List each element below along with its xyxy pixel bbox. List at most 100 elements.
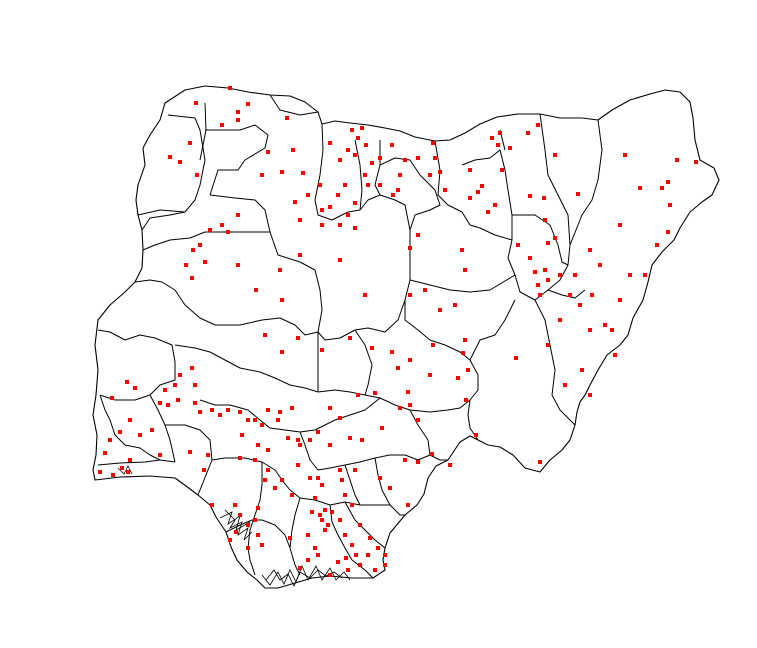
location-marker [431, 343, 435, 347]
location-marker [320, 223, 324, 227]
location-marker [486, 210, 490, 214]
location-marker [238, 513, 242, 517]
location-marker [463, 338, 467, 342]
location-marker [253, 458, 257, 462]
location-marker [266, 408, 270, 412]
location-marker [256, 443, 260, 447]
location-marker [416, 418, 420, 422]
location-marker [546, 241, 550, 245]
location-marker [343, 533, 347, 537]
location-marker [346, 568, 350, 572]
location-marker [431, 141, 435, 145]
location-marker [588, 328, 592, 332]
location-marker [266, 468, 270, 472]
location-marker [363, 173, 367, 177]
location-marker [373, 568, 377, 572]
location-marker [363, 293, 367, 297]
location-marker [543, 218, 547, 222]
location-marker [158, 453, 162, 457]
location-marker [198, 243, 202, 247]
location-marker [553, 153, 557, 157]
location-marker [430, 452, 434, 456]
location-marker [353, 226, 357, 230]
location-marker [496, 143, 500, 147]
location-marker [118, 430, 122, 434]
location-marker [390, 143, 394, 147]
location-marker [356, 393, 360, 397]
location-marker [396, 188, 400, 192]
location-marker [360, 438, 364, 442]
location-marker [655, 243, 659, 247]
location-marker [220, 223, 224, 227]
location-marker [660, 186, 664, 190]
location-marker [320, 348, 324, 352]
location-marker [360, 126, 364, 130]
location-marker [253, 518, 257, 522]
location-marker [390, 350, 394, 354]
location-marker [344, 556, 348, 560]
location-marker [343, 183, 347, 187]
location-marker [263, 333, 267, 337]
location-marker [408, 246, 412, 250]
location-marker [194, 101, 198, 105]
location-marker [403, 458, 407, 462]
location-marker [590, 293, 594, 297]
location-marker [290, 406, 294, 410]
location-marker [330, 510, 334, 514]
location-marker [298, 218, 302, 222]
location-marker [668, 203, 672, 207]
location-marker [246, 418, 250, 422]
location-marker [193, 383, 197, 387]
location-marker [416, 233, 420, 237]
location-marker [234, 530, 238, 534]
location-marker [218, 413, 222, 417]
location-marker [338, 258, 342, 262]
location-marker [254, 288, 258, 292]
location-marker [310, 510, 314, 514]
location-marker [463, 268, 467, 272]
location-marker [538, 293, 542, 297]
location-marker [508, 146, 512, 150]
location-marker [98, 470, 102, 474]
location-marker [253, 418, 257, 422]
location-marker [543, 268, 547, 272]
location-marker [490, 136, 494, 140]
location-marker [573, 273, 577, 277]
location-marker [610, 328, 614, 332]
location-marker [353, 153, 357, 157]
location-marker [666, 180, 670, 184]
location-marker [468, 196, 472, 200]
location-marker [588, 393, 592, 397]
location-marker [398, 173, 402, 177]
location-marker [675, 158, 679, 162]
location-marker [108, 438, 112, 442]
location-marker [396, 366, 400, 370]
location-marker [220, 123, 224, 127]
location-marker [318, 183, 322, 187]
location-marker [290, 493, 294, 497]
location-marker [128, 458, 132, 462]
location-marker [308, 438, 312, 442]
location-marker [346, 213, 350, 217]
location-marker [316, 430, 320, 434]
location-marker [388, 486, 392, 490]
location-marker [176, 398, 180, 402]
location-marker [538, 460, 542, 464]
location-marker [280, 350, 284, 354]
location-marker [623, 153, 627, 157]
location-marker [236, 118, 240, 122]
location-marker [598, 263, 602, 267]
location-marker [206, 453, 210, 457]
location-marker [563, 383, 567, 387]
location-marker [103, 451, 107, 455]
location-marker [533, 270, 537, 274]
location-marker [460, 248, 464, 252]
location-marker [364, 143, 368, 147]
location-marker [338, 223, 342, 227]
location-marker [313, 496, 317, 500]
location-marker [428, 373, 432, 377]
location-marker [323, 508, 327, 512]
location-marker [378, 476, 382, 480]
location-marker [125, 380, 129, 384]
location-marker [480, 184, 484, 188]
